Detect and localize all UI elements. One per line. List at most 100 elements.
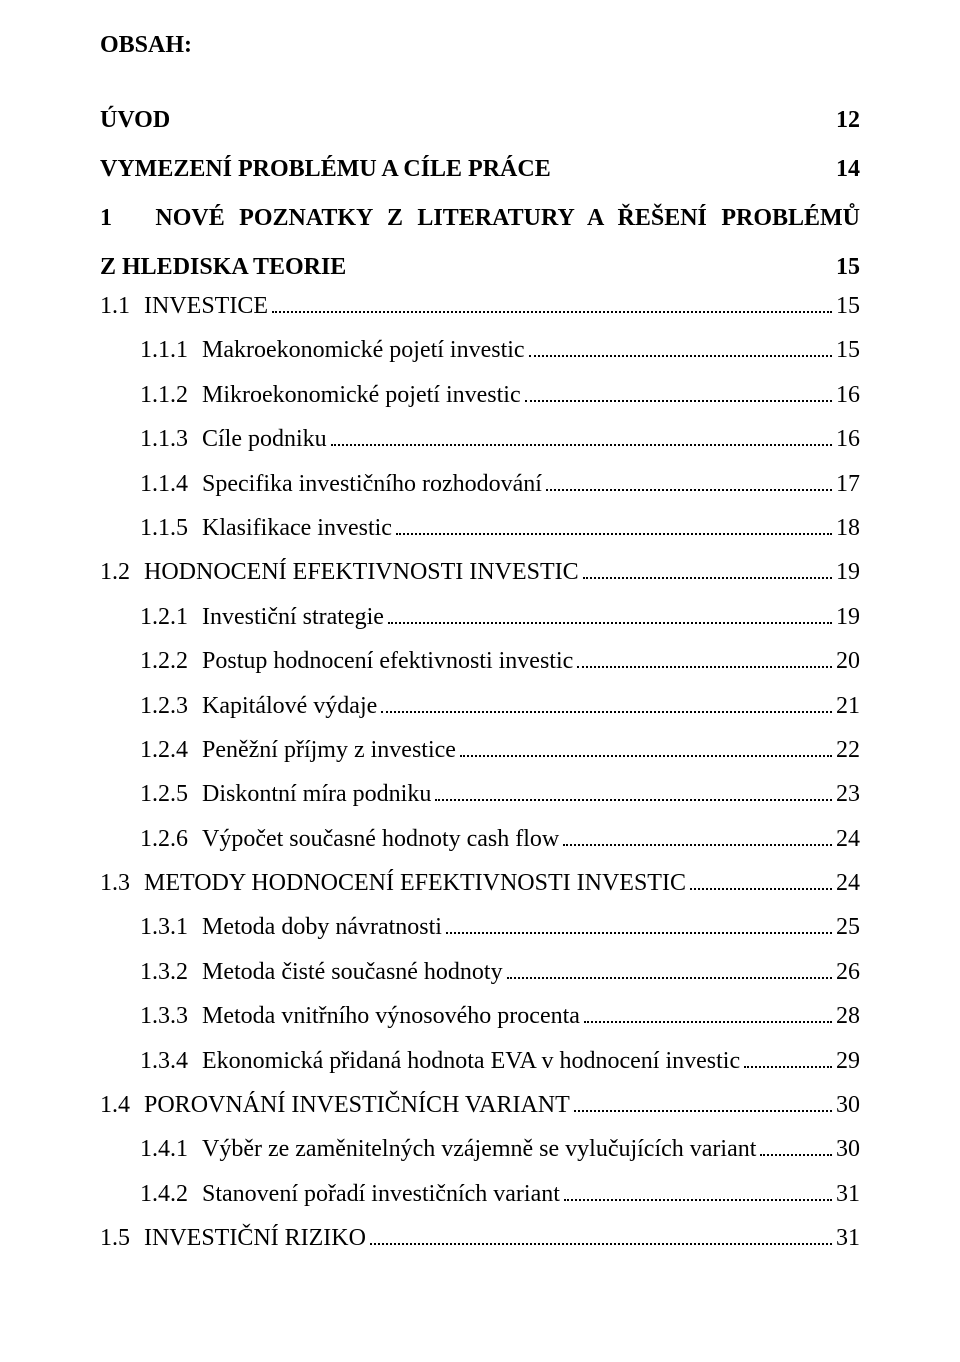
toc-entry-number: 1.1.3: [140, 420, 188, 458]
toc-entry-number: 1.2: [100, 553, 130, 591]
toc-entry-number: 1.4.1: [140, 1130, 188, 1168]
toc-entry-label: Diskontní míra podniku: [202, 775, 431, 813]
toc-leader: [388, 622, 832, 624]
toc-entry-page: 19: [836, 598, 860, 636]
toc-entry: 1.1.3 Cíle podniku 16: [100, 420, 860, 458]
toc-leader: [525, 400, 832, 402]
chapter-poznatky-line2: Z HLEDISKA TEORIE 15: [100, 254, 860, 281]
toc-entry-number: 1.1.2: [140, 376, 188, 414]
toc-leader: [760, 1154, 832, 1156]
toc-entry-number: 1.2.1: [140, 598, 188, 636]
toc-leader: [583, 577, 832, 579]
toc-entry-page: 24: [836, 820, 860, 858]
chapter-vymezeni: VYMEZENÍ PROBLÉMU A CÍLE PRÁCE 14: [100, 156, 860, 183]
toc-leader: [396, 533, 832, 535]
chapter-label-text: NOVÉ POZNATKY Z LITERATURY A ŘEŠENÍ PROB…: [155, 205, 860, 231]
toc-entry-page: 30: [836, 1130, 860, 1168]
toc-entry-label: Specifika investičního rozhodování: [202, 465, 542, 503]
toc-leader: [435, 799, 832, 801]
toc-entry-label: Ekonomická přidaná hodnota EVA v hodnoce…: [202, 1042, 740, 1080]
toc-heading: OBSAH:: [100, 32, 860, 59]
chapter-number: 1: [100, 205, 112, 231]
toc-entry-label: Výběr ze zaměnitelných vzájemně se vyluč…: [202, 1130, 756, 1168]
toc-entry-number: 1.2.5: [140, 775, 188, 813]
chapter-poznatky-line1: 1 NOVÉ POZNATKY Z LITERATURY A ŘEŠENÍ PR…: [100, 205, 860, 232]
toc-leader: [574, 1110, 832, 1112]
toc-entry-page: 30: [836, 1086, 860, 1124]
toc-entry-page: 18: [836, 509, 860, 547]
toc-entry: 1.1INVESTICE15: [100, 287, 860, 325]
toc-entry: 1.3.4 Ekonomická přidaná hodnota EVA v ho…: [100, 1042, 860, 1080]
toc-entry-page: 31: [836, 1219, 860, 1257]
toc-entry-page: 16: [836, 420, 860, 458]
toc-entry-label: METODY HODNOCENÍ EFEKTIVNOSTI INVESTIC: [144, 864, 686, 902]
toc-leader: [563, 844, 832, 846]
chapter-page: 14: [836, 156, 860, 183]
toc-entry-label: Peněžní příjmy z investice: [202, 731, 456, 769]
toc-entry: 1.2 HODNOCENÍ EFEKTIVNOSTI INVESTIC 19: [100, 553, 860, 591]
toc-entry-number: 1.3.2: [140, 953, 188, 991]
toc-entry-number: 1.2.3: [140, 687, 188, 725]
toc-entry-label: Cíle podniku: [202, 420, 327, 458]
toc-entry: 1.2.6 Výpočet současné hodnoty cash flow 2…: [100, 820, 860, 858]
toc-entry-number: 1.5: [100, 1219, 130, 1257]
toc-entry-page: 19: [836, 553, 860, 591]
toc-entry: 1.3.2Metoda čisté současné hodnoty26: [100, 953, 860, 991]
toc-entry-label: Postup hodnocení efektivnosti investic: [202, 642, 573, 680]
toc-entry-label: Výpočet současné hodnoty cash flow: [202, 820, 559, 858]
toc-leader: [507, 977, 832, 979]
chapter-page: 15: [836, 254, 860, 281]
toc-leader: [370, 1243, 832, 1245]
toc-entry: 1.4POROVNÁNÍ INVESTIČNÍCH VARIANT30: [100, 1086, 860, 1124]
toc-entry-number: 1.1.4: [140, 465, 188, 503]
toc-entry: 1.4.2Stanovení pořadí investičních varia…: [100, 1175, 860, 1213]
toc-entry-label: Klasifikace investic: [202, 509, 392, 547]
toc-entry: 1.1.1 Makroekonomické pojetí investic 15: [100, 331, 860, 369]
toc-entry-number: 1.3: [100, 864, 130, 902]
toc-entry-number: 1.3.3: [140, 997, 188, 1035]
toc-leader: [381, 711, 832, 713]
toc-entry-number: 1.2.2: [140, 642, 188, 680]
toc-entry-page: 20: [836, 642, 860, 680]
toc-entry-label: Kapitálové výdaje: [202, 687, 377, 725]
toc-entry-page: 15: [836, 287, 860, 325]
toc-entry-page: 16: [836, 376, 860, 414]
toc-entry: 1.1.5 Klasifikace investic 18: [100, 509, 860, 547]
toc-entry-page: 23: [836, 775, 860, 813]
toc-entry-label: Stanovení pořadí investičních variant: [202, 1175, 560, 1213]
toc-entry-number: 1.3.4: [140, 1042, 188, 1080]
toc-leader: [446, 932, 832, 934]
toc-entry-number: 1.3.1: [140, 908, 188, 946]
toc-entry-page: 24: [836, 864, 860, 902]
toc-leader: [460, 755, 832, 757]
toc-entry-label: Metoda čisté současné hodnoty: [202, 953, 503, 991]
toc-entry-label: Mikroekonomické pojetí investic: [202, 376, 521, 414]
toc-entry: 1.3 METODY HODNOCENÍ EFEKTIVNOSTI INVESTI…: [100, 864, 860, 902]
toc-entry-number: 1.4: [100, 1086, 130, 1124]
toc-leader: [529, 355, 832, 357]
toc-entry-label: INVESTICE: [144, 287, 268, 325]
toc-entry-number: 1.2.6: [140, 820, 188, 858]
toc-entry-page: 31: [836, 1175, 860, 1213]
chapter-label: VYMEZENÍ PROBLÉMU A CÍLE PRÁCE: [100, 156, 551, 183]
toc-entry-label: HODNOCENÍ EFEKTIVNOSTI INVESTIC: [144, 553, 579, 591]
toc-entry: 1.2.1Investiční strategie19: [100, 598, 860, 636]
toc-entry-page: 28: [836, 997, 860, 1035]
toc-entry-number: 1.1.1: [140, 331, 188, 369]
toc-entry-number: 1.1.5: [140, 509, 188, 547]
toc-leader: [272, 311, 832, 313]
chapter-uvod: ÚVOD 12: [100, 107, 860, 134]
toc-entry-page: 15: [836, 331, 860, 369]
chapter-label: Z HLEDISKA TEORIE: [100, 254, 346, 281]
toc-leader: [564, 1199, 832, 1201]
toc-entry-page: 17: [836, 465, 860, 503]
toc-entry: 1.2.3 Kapitálové výdaje 21: [100, 687, 860, 725]
toc-leader: [331, 444, 832, 446]
toc-entry: 1.2.2 Postup hodnocení efektivnosti inves…: [100, 642, 860, 680]
toc-entry-page: 21: [836, 687, 860, 725]
toc-entry-label: Makroekonomické pojetí investic: [202, 331, 525, 369]
toc-entry-label: Metoda vnitřního výnosového procenta: [202, 997, 580, 1035]
toc-entry: 1.2.5 Diskontní míra podniku 23: [100, 775, 860, 813]
chapter-page: 12: [836, 107, 860, 134]
toc-entry-page: 25: [836, 908, 860, 946]
